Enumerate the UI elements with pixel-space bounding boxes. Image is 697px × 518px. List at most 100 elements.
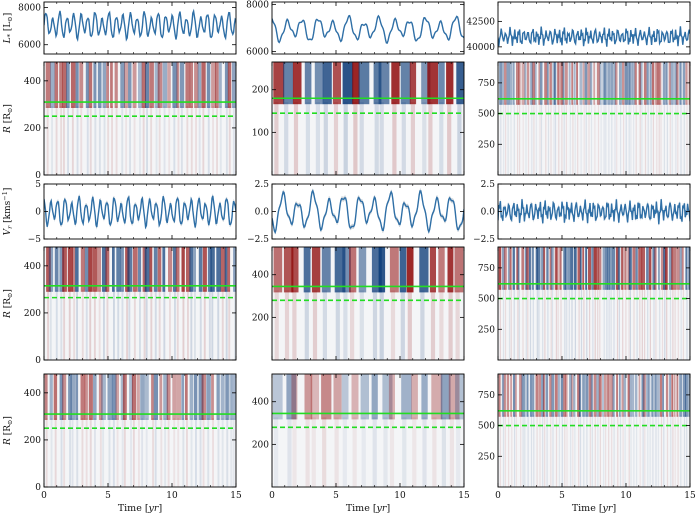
map-stripe-lower (522, 102, 524, 175)
panel-frame (497, 1, 691, 55)
map-stripe-lower (546, 414, 548, 487)
map-stripe-lower (225, 106, 228, 175)
map-stripe-upper (673, 247, 677, 290)
map-stripe-lower (448, 290, 453, 360)
map-stripe-upper (577, 247, 581, 290)
panel-frame (497, 373, 691, 488)
panel-r2-c3: 250 500 750 (478, 61, 691, 176)
map-stripe-upper (510, 374, 513, 417)
map-stripe-lower (508, 287, 511, 360)
map-stripe-upper (544, 62, 548, 105)
map-stripe-upper (529, 374, 533, 417)
panel-frame (43, 61, 237, 176)
map-stripe-lower (579, 414, 582, 487)
map-stripe-lower (158, 106, 161, 175)
map-stripe-lower (547, 287, 549, 360)
y-tick-label: 100 (252, 128, 269, 138)
map-stripe-upper (676, 247, 680, 290)
map-stripe-upper (535, 247, 538, 290)
panel-frame (497, 61, 691, 176)
map-stripe-lower (121, 106, 124, 175)
map-stripe-lower (515, 414, 518, 487)
map-stripe-lower (608, 414, 610, 487)
map-stripe-lower (592, 287, 594, 360)
map-stripe-upper (509, 62, 513, 105)
map-stripe-lower (111, 106, 113, 175)
map-stripe-upper (627, 62, 631, 105)
map-stripe-lower (578, 414, 580, 487)
map-stripe-upper (172, 62, 178, 108)
map-stripe-lower (563, 102, 565, 175)
map-stripe-lower (633, 102, 635, 175)
map-stripe-upper (88, 62, 93, 108)
map-stripe-upper (322, 62, 332, 105)
map-stripe-upper (189, 62, 193, 108)
map-stripe-upper (671, 374, 674, 417)
map-stripe-upper (549, 62, 552, 105)
map-stripe-lower (669, 102, 671, 175)
map-stripe-upper (75, 247, 79, 292)
panel-grid: 6000800060008000400004250002004001002002… (18, 0, 691, 493)
map-stripe-lower (597, 102, 600, 175)
map-stripe-lower (522, 287, 524, 360)
map-stripe-upper (124, 62, 129, 108)
map-stripe-lower (160, 418, 163, 487)
map-stripe-upper (151, 374, 154, 420)
map-stripe-upper (122, 374, 127, 420)
map-stripe-upper (105, 247, 110, 292)
map-stripe-lower (525, 102, 527, 175)
map-stripe-upper (659, 62, 662, 105)
map-stripe-lower (133, 289, 136, 360)
map-stripe-upper (207, 247, 212, 292)
map-stripe-upper (557, 374, 560, 417)
map-stripe-lower (98, 106, 101, 175)
map-stripe-lower (128, 289, 131, 360)
map-stripe-lower (661, 287, 664, 360)
map-stripe-lower (274, 417, 279, 487)
map-stripe-lower (150, 106, 153, 175)
map-stripe-lower (154, 418, 157, 487)
map-stripe-upper (560, 374, 564, 417)
map-stripe-upper (501, 247, 505, 290)
map-stripe-upper (220, 247, 226, 292)
map-stripe-lower (499, 414, 501, 487)
map-stripe-upper (106, 62, 109, 108)
map-stripe-upper (102, 247, 107, 292)
map-stripe-upper (206, 62, 211, 108)
map-stripe-lower (410, 102, 415, 175)
map-stripe-upper (545, 374, 549, 417)
map-stripe-upper (571, 62, 574, 105)
map-stripe-upper (154, 62, 160, 108)
map-stripe-lower (158, 289, 161, 360)
map-stripe-lower (141, 418, 144, 487)
map-stripe-upper (665, 62, 668, 105)
map-stripe-upper (663, 247, 666, 290)
map-stripe-lower (94, 106, 97, 175)
map-stripe-lower (583, 102, 585, 175)
map-stripe-lower (350, 290, 355, 360)
map-stripe-upper (679, 374, 683, 417)
y-tick-label: 8000 (246, 0, 269, 10)
map-stripe-upper (688, 247, 690, 290)
map-stripe-lower (190, 418, 193, 487)
map-stripe-upper (310, 374, 319, 420)
map-stripe-upper (638, 62, 641, 105)
map-stripe-upper (618, 374, 621, 417)
y-tick-label: 400 (24, 389, 41, 399)
map-stripe-lower (608, 287, 610, 360)
map-stripe-lower (143, 289, 146, 360)
map-stripe-upper (665, 374, 669, 417)
map-stripe-upper (399, 247, 407, 293)
map-stripe-upper (107, 374, 113, 420)
map-stripe-upper (197, 62, 202, 108)
map-stripe-lower (232, 418, 235, 487)
map-stripe-lower (186, 106, 189, 175)
map-stripe-lower (513, 287, 515, 360)
map-stripe-lower (605, 414, 607, 487)
map-stripe-upper (291, 247, 299, 293)
map-stripe-upper (66, 62, 70, 108)
map-stripe-upper (127, 247, 133, 292)
map-stripe-lower (76, 289, 78, 360)
y-tick-label: 200 (252, 313, 269, 323)
map-stripe-upper (634, 62, 637, 105)
